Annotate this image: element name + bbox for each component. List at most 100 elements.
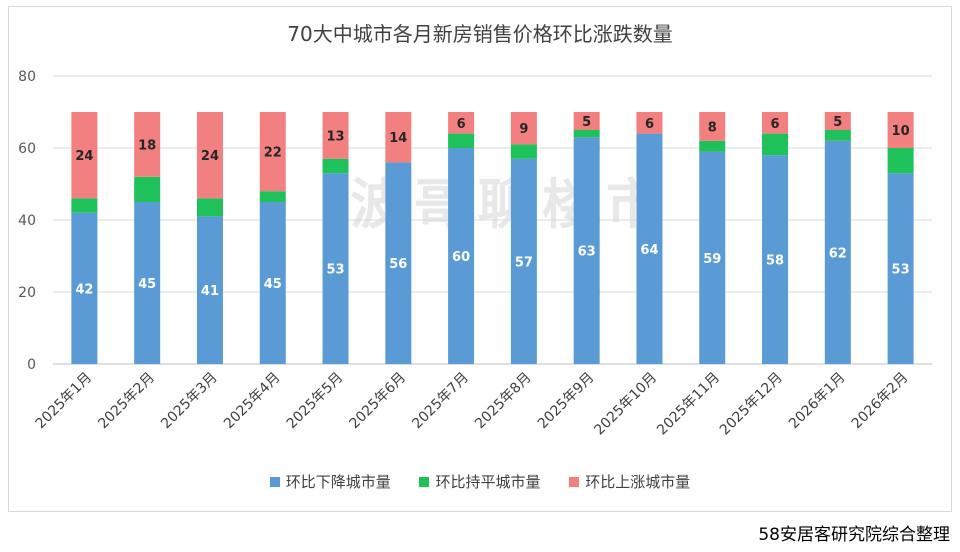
chart-frame [8,6,952,512]
x-tick-label: 2025年5月 [284,370,347,433]
bar-segment-decline [824,140,851,364]
bar-segment-decline [573,137,600,364]
y-tick-label: 0 [27,357,36,373]
x-tick-label: 2025年9月 [535,370,598,433]
legend-label-flat: 环比持平城市量 [435,473,541,491]
bar-segment-flat [71,198,98,213]
bar-segment-rise [385,112,412,163]
legend-label-decline: 环比下降城市量 [285,473,391,491]
x-tick-label: 2025年12月 [717,370,786,439]
bar-segment-rise [573,112,600,130]
x-tick-label: 2025年4月 [221,370,284,433]
data-label: 58 [766,254,784,269]
data-label: 13 [326,129,344,144]
bar-segment-flat [699,140,726,152]
bar-segment-decline [510,158,537,364]
y-tick-label: 60 [18,141,36,157]
bar-segment-decline [699,151,726,364]
data-label: 42 [75,282,93,297]
legend-swatch-decline [269,476,280,487]
bar-segment-flat [259,191,286,202]
bar-segment-decline [259,202,286,364]
bar-segment-rise [699,112,726,141]
data-label: 53 [892,263,910,278]
x-tick-label: 2025年8月 [472,370,535,433]
x-tick-label: 2025年10月 [591,370,660,439]
data-label: 45 [138,277,156,292]
y-tick-label: 80 [18,69,36,85]
data-label: 6 [457,117,466,132]
data-label: 60 [452,250,470,265]
data-label: 56 [389,257,407,272]
bar-segment-flat [448,133,475,148]
data-label: 22 [264,146,282,161]
bar-segment-flat [196,198,223,217]
data-label: 6 [771,117,780,132]
bar-segment-decline [134,202,161,364]
legend-swatch-flat [419,476,430,487]
data-label: 62 [829,246,847,261]
bar-segment-decline [385,162,412,364]
x-tick-label: 2025年3月 [158,370,221,433]
legend-item-flat: 环比持平城市量 [419,471,541,492]
x-tick-label: 2026年1月 [786,370,849,433]
bar-segment-flat [134,176,161,202]
data-label: 8 [708,120,717,135]
data-label: 45 [264,277,282,292]
x-tick-label: 2025年7月 [409,370,472,433]
y-tick-label: 40 [18,213,36,229]
data-label: 64 [640,243,658,258]
legend-swatch-rise [569,476,580,487]
data-label: 63 [578,245,596,260]
chart-title: 70大中城市各月新房销售价格环比涨跌数量 [287,22,673,46]
legend-label-rise: 环比上涨城市量 [585,473,691,491]
bar-segment-decline [322,173,349,364]
bar-segment-rise [134,112,161,177]
data-label: 41 [201,284,219,299]
bar-segment-rise [762,112,789,134]
bar-segment-decline [71,212,98,364]
bar-segment-rise [887,112,914,148]
bar-segment-flat [887,148,914,174]
legend: 环比下降城市量 环比持平城市量 环比上涨城市量 [0,471,960,492]
y-tick-label: 20 [18,285,36,301]
bar-segment-decline [196,216,223,364]
x-tick-label: 2026年2月 [849,370,912,433]
data-label: 10 [892,124,910,139]
bar-segment-flat [322,158,349,174]
bar-segment-flat [762,133,789,156]
data-label: 14 [389,131,407,146]
data-label: 9 [519,122,528,137]
x-tick-label: 2025年1月 [33,370,96,433]
bar-segment-rise [259,112,286,192]
bar-segment-flat [510,144,537,159]
legend-item-rise: 环比上涨城市量 [569,471,690,492]
data-label: 57 [515,255,533,270]
bar-segment-decline [636,133,663,364]
data-label: 18 [138,138,156,153]
source-note: 58安居客研究院综合整理 [758,525,950,545]
bar-segment-rise [71,112,98,199]
bar-segment-rise [322,112,349,159]
x-tick-label: 2025年6月 [347,370,410,433]
data-label: 24 [75,149,93,164]
data-label: 59 [703,252,721,267]
data-label: 53 [326,263,344,278]
bar-segment-rise [448,112,475,134]
bar-segment-rise [510,112,537,145]
bar-segment-decline [887,173,914,364]
legend-item-decline: 环比下降城市量 [269,471,391,492]
data-label: 24 [201,149,219,164]
x-tick-label: 2025年11月 [654,370,723,439]
data-label: 5 [833,115,842,130]
bar-segment-decline [448,148,475,364]
data-label: 5 [582,115,591,130]
bar-segment-rise [636,112,663,134]
bar-segment-rise [824,112,851,130]
bar-segment-rise [196,112,223,199]
bar-segment-flat [573,130,600,138]
bar-segment-decline [762,155,789,364]
bar-segment-flat [824,130,851,141]
x-tick-label: 2025年2月 [95,370,158,433]
